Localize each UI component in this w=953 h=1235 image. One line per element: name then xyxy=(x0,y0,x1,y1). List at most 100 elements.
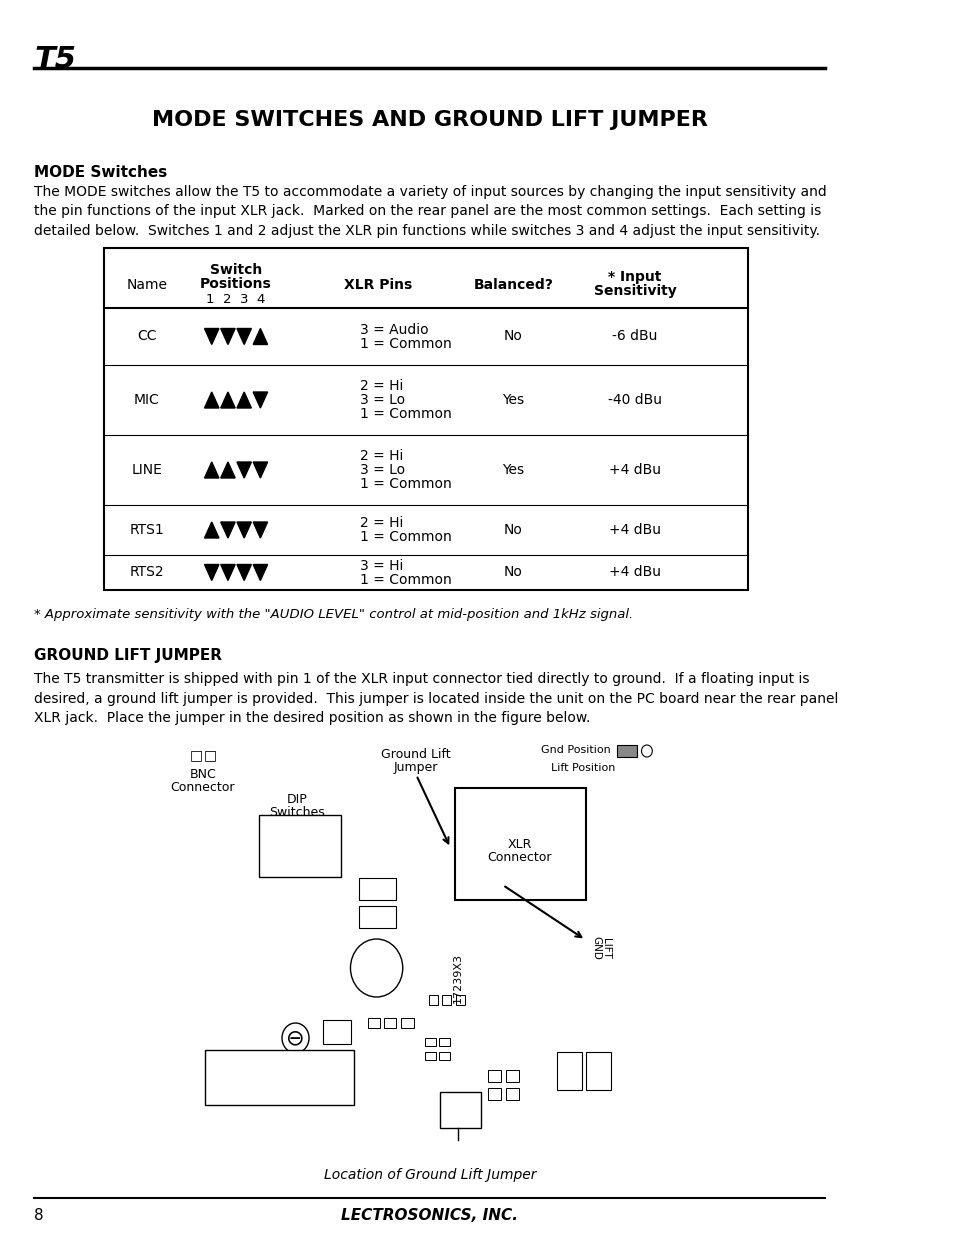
Bar xyxy=(557,1052,581,1091)
Bar xyxy=(358,906,396,927)
Bar xyxy=(358,878,396,900)
Polygon shape xyxy=(236,462,251,478)
Text: Jumper: Jumper xyxy=(394,761,438,774)
Bar xyxy=(442,995,451,1005)
Text: 17239X3: 17239X3 xyxy=(453,953,462,1003)
Bar xyxy=(104,248,747,590)
Text: The T5 transmitter is shipped with pin 1 of the XLR input connector tied directl: The T5 transmitter is shipped with pin 1… xyxy=(34,672,838,725)
Text: MODE SWITCHES AND GROUND LIFT JUMPER: MODE SWITCHES AND GROUND LIFT JUMPER xyxy=(152,110,707,130)
Polygon shape xyxy=(220,391,234,408)
Polygon shape xyxy=(236,329,251,345)
Bar xyxy=(429,995,437,1005)
Text: Yes: Yes xyxy=(502,393,524,408)
Text: CC: CC xyxy=(137,330,156,343)
Polygon shape xyxy=(253,522,267,538)
Bar xyxy=(205,1050,354,1105)
Text: Connector: Connector xyxy=(171,781,234,794)
Bar xyxy=(455,788,585,900)
Polygon shape xyxy=(220,329,234,345)
Bar xyxy=(438,1052,449,1060)
Bar xyxy=(400,1018,413,1028)
Text: LIFT: LIFT xyxy=(600,937,611,958)
Text: XLR Pins: XLR Pins xyxy=(344,278,412,291)
Bar xyxy=(438,1037,449,1046)
Circle shape xyxy=(350,939,402,997)
Text: Connector: Connector xyxy=(487,851,552,864)
Text: 8: 8 xyxy=(34,1208,44,1223)
Text: □: □ xyxy=(190,748,203,762)
Text: Balanced?: Balanced? xyxy=(473,278,553,291)
Bar xyxy=(488,1088,500,1100)
Polygon shape xyxy=(220,564,234,580)
Circle shape xyxy=(282,1023,309,1053)
Text: 2 = Hi: 2 = Hi xyxy=(360,379,403,393)
Text: 1 = Common: 1 = Common xyxy=(360,336,452,351)
Text: RTS2: RTS2 xyxy=(130,566,164,579)
Text: MIC: MIC xyxy=(133,393,159,408)
Text: No: No xyxy=(503,522,522,537)
Text: 1 = Common: 1 = Common xyxy=(360,573,452,587)
Polygon shape xyxy=(204,391,218,408)
Polygon shape xyxy=(204,462,218,478)
Text: RTS1: RTS1 xyxy=(130,522,164,537)
Text: Ground Lift: Ground Lift xyxy=(381,748,451,761)
Bar xyxy=(425,1052,436,1060)
Text: +4 dBu: +4 dBu xyxy=(609,463,660,477)
Text: Name: Name xyxy=(126,278,167,291)
Text: 3 = Hi: 3 = Hi xyxy=(360,558,403,573)
Bar xyxy=(456,995,464,1005)
Polygon shape xyxy=(204,522,218,538)
Text: Switch: Switch xyxy=(210,263,262,277)
Text: -6 dBu: -6 dBu xyxy=(612,330,658,343)
Text: GND: GND xyxy=(591,936,600,960)
Text: Lift Position: Lift Position xyxy=(551,763,615,773)
Polygon shape xyxy=(220,522,234,538)
Polygon shape xyxy=(253,329,267,345)
Text: * Approximate sensitivity with the "AUDIO LEVEL" control at mid-position and 1kH: * Approximate sensitivity with the "AUDI… xyxy=(34,608,633,621)
Polygon shape xyxy=(236,522,251,538)
Bar xyxy=(617,745,637,757)
Text: 1 = Common: 1 = Common xyxy=(360,477,452,492)
Text: □: □ xyxy=(203,748,216,762)
Text: 1 = Common: 1 = Common xyxy=(360,530,452,543)
Text: T5: T5 xyxy=(34,44,76,74)
Text: ⊖: ⊖ xyxy=(286,1028,305,1049)
Text: 3 = Lo: 3 = Lo xyxy=(360,463,405,477)
Text: Location of Ground Lift Jumper: Location of Ground Lift Jumper xyxy=(323,1168,536,1182)
Text: Yes: Yes xyxy=(502,463,524,477)
Text: Switches: Switches xyxy=(269,806,325,819)
Polygon shape xyxy=(204,564,218,580)
Text: 3 = Audio: 3 = Audio xyxy=(360,322,429,336)
Circle shape xyxy=(640,745,652,757)
Polygon shape xyxy=(253,462,267,478)
Text: 3 = Lo: 3 = Lo xyxy=(360,393,405,408)
Text: No: No xyxy=(503,566,522,579)
Bar xyxy=(488,1070,500,1082)
Text: 1 = Common: 1 = Common xyxy=(360,408,452,421)
Text: +4 dBu: +4 dBu xyxy=(609,566,660,579)
Bar xyxy=(383,1018,396,1028)
Bar xyxy=(425,1037,436,1046)
Polygon shape xyxy=(236,391,251,408)
Text: 1  2  3  4: 1 2 3 4 xyxy=(206,293,266,306)
Text: No: No xyxy=(503,330,522,343)
Polygon shape xyxy=(220,462,234,478)
Text: -40 dBu: -40 dBu xyxy=(608,393,661,408)
Text: 2 = Hi: 2 = Hi xyxy=(360,450,403,463)
Polygon shape xyxy=(253,391,267,408)
Text: MODE Switches: MODE Switches xyxy=(34,165,168,180)
Bar xyxy=(367,1018,380,1028)
Bar xyxy=(439,1092,480,1128)
Text: 2 = Hi: 2 = Hi xyxy=(360,516,403,530)
Text: Positions: Positions xyxy=(200,277,272,291)
Text: LECTROSONICS, INC.: LECTROSONICS, INC. xyxy=(341,1208,517,1223)
Bar xyxy=(585,1052,610,1091)
Bar xyxy=(506,1070,518,1082)
Text: XLR: XLR xyxy=(507,839,532,851)
Bar xyxy=(322,1020,351,1044)
Text: DIP: DIP xyxy=(287,793,308,806)
Bar xyxy=(258,815,341,877)
Bar xyxy=(506,1088,518,1100)
Text: GROUND LIFT JUMPER: GROUND LIFT JUMPER xyxy=(34,648,222,663)
Text: Gnd Position: Gnd Position xyxy=(540,745,610,755)
